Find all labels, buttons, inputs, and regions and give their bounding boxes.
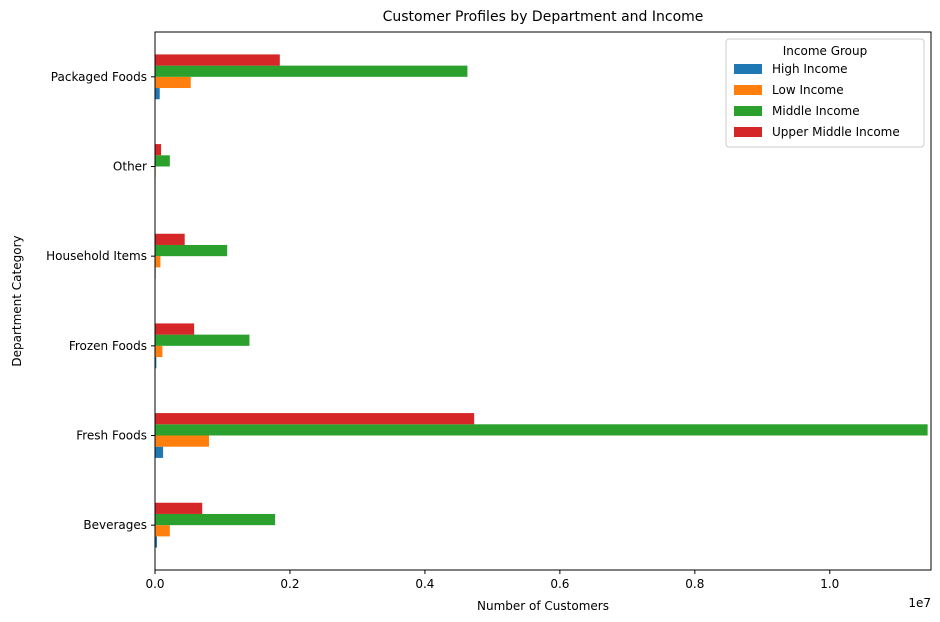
x-tick-label: 0.2 (280, 577, 299, 591)
y-tick-label: Fresh Foods (76, 429, 147, 443)
bar-low-income-beverages (155, 525, 170, 537)
bar-upper-middle-income-fresh-foods (155, 413, 475, 425)
y-tick-label: Packaged Foods (51, 70, 147, 84)
legend-entry: Middle Income (772, 104, 860, 118)
x-tick-label: 0.8 (685, 577, 704, 591)
bar-low-income-fresh-foods (155, 435, 209, 447)
legend-entry: Low Income (772, 83, 844, 97)
bar-low-income-packaged-foods (155, 76, 191, 89)
bar-middle-income-other (155, 155, 170, 167)
legend: Income Group High Income Low Income Middle … (725, 38, 925, 148)
bar-upper-middle-income-other (155, 144, 162, 156)
legend-swatch (734, 64, 762, 74)
bar-low-income-frozen-foods (155, 345, 163, 358)
x-tick-label: 1.0 (820, 577, 839, 591)
bar-high-income-beverages (155, 536, 158, 548)
legend-title: Income Group (783, 44, 868, 58)
bar-middle-income-beverages (155, 513, 276, 526)
bar-low-income-household-items (155, 256, 161, 268)
legend-swatch (734, 127, 762, 137)
legend-entry: Upper Middle Income (772, 125, 900, 139)
y-tick-label: Household Items (46, 249, 147, 263)
y-tick-label: Beverages (83, 518, 147, 532)
bar-upper-middle-income-packaged-foods (155, 54, 280, 66)
bar-high-income-frozen-foods (155, 357, 157, 369)
legend-box (725, 38, 925, 148)
x-tick-label: 0.4 (415, 577, 434, 591)
y-tick-label: Frozen Foods (69, 339, 147, 353)
axes-frame (154, 31, 932, 571)
legend-entry: High Income (772, 62, 848, 76)
x-tick-label: 0.6 (550, 577, 569, 591)
bar-high-income-fresh-foods (155, 446, 164, 458)
y-axis-label: Department Category (10, 235, 24, 366)
bar-upper-middle-income-beverages (155, 502, 203, 514)
x-axis-offset-text: 1e7 (908, 596, 931, 610)
x-tick-label: 0.0 (145, 577, 164, 591)
bar-middle-income-fresh-foods (155, 424, 928, 436)
bar-upper-middle-income-household-items (155, 233, 185, 245)
legend-swatch (734, 106, 762, 116)
x-axis-ticks: 0.0 0.2 0.4 0.6 0.8 1.0 (145, 570, 839, 591)
bar-middle-income-frozen-foods (155, 334, 250, 346)
bars-group (155, 54, 928, 548)
chart-title: Customer Profiles by Department and Inco… (383, 9, 704, 25)
bar-middle-income-household-items (155, 244, 228, 257)
bar-high-income-packaged-foods (155, 88, 160, 100)
bar-upper-middle-income-frozen-foods (155, 323, 195, 335)
y-tick-label: Other (113, 160, 147, 174)
bar-middle-income-packaged-foods (155, 65, 468, 77)
legend-swatch (734, 85, 762, 95)
y-axis-ticks: Beverages Fresh Foods Frozen Foods Househol… (46, 70, 155, 532)
x-axis-label: Number of Customers (477, 599, 609, 613)
